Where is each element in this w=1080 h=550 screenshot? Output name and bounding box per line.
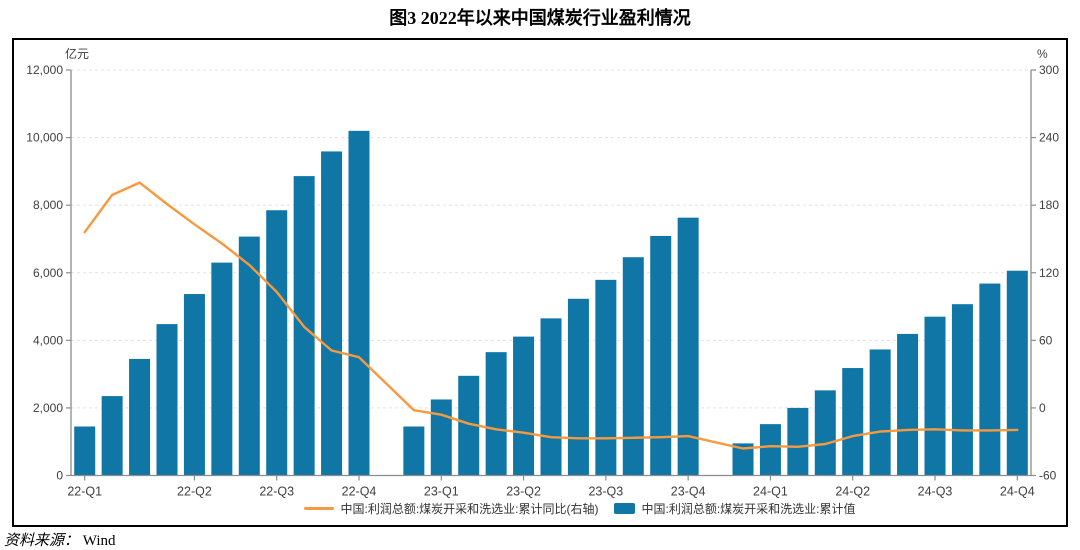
x-tick-label: 24-Q1: [753, 485, 788, 499]
bar-2023-05: [485, 352, 507, 476]
x-tick-label: 23-Q2: [506, 485, 541, 499]
source-prefix: 资料来源：: [4, 533, 80, 549]
left-tick-label: 0: [56, 469, 63, 483]
bar-2024-04: [787, 407, 809, 476]
x-tick-label: 22-Q2: [177, 485, 212, 499]
bar-2023-04: [458, 375, 480, 476]
x-tick-label: 24-Q2: [835, 485, 870, 499]
right-tick-label: 240: [1039, 131, 1059, 145]
bar-2022-07: [211, 262, 233, 476]
x-tick-label: 24-Q4: [1000, 485, 1035, 499]
chart-legend: 中国:利润总额:煤炭开采和洗选业:累计同比(右轴) 中国:利润总额:煤炭开采和洗…: [14, 500, 1066, 517]
profit-chart-plot: 12,000 10,000 8,000 6,000 4,000 2,000 0 300 240 1…: [26, 46, 1059, 499]
bar-2023-11: [650, 235, 672, 476]
legend-label-cumulative: 中国:利润总额:煤炭开采和洗选业:累计值: [641, 502, 856, 516]
bar-2022-09: [266, 210, 288, 476]
bar-2022-12: [348, 130, 370, 476]
bar-2024-07: [869, 349, 891, 476]
x-tick-label: 24-Q3: [918, 485, 953, 499]
right-tick-label: 120: [1039, 266, 1059, 280]
bar-2023-09: [595, 279, 617, 476]
legend-item-yoy-line: 中国:利润总额:煤炭开采和洗选业:累计同比(右轴): [304, 500, 598, 517]
source-name: Wind: [82, 533, 116, 549]
yoy-line: [83, 181, 1019, 450]
bar-2023-12: [677, 217, 699, 476]
bar-2022-11: [321, 151, 343, 476]
left-axis-unit: 亿元: [65, 46, 89, 61]
right-tick-label: 0: [1039, 401, 1046, 415]
x-tick-label: 23-Q4: [671, 485, 706, 499]
right-axis-unit: %: [1037, 47, 1048, 61]
line-series-swatch: [304, 507, 335, 510]
bar-series-swatch: [614, 503, 636, 514]
right-tick-label: 180: [1039, 198, 1059, 212]
x-tick-label: 23-Q3: [588, 485, 623, 499]
bar-2022-02: [74, 426, 96, 476]
bar-2023-08: [567, 298, 589, 476]
bar-2024-06: [842, 368, 864, 476]
legend-item-cumulative-bar: 中国:利润总额:煤炭开采和洗选业:累计值: [614, 500, 856, 517]
x-tick-label: 22-Q1: [67, 485, 102, 499]
left-tick-label: 4,000: [33, 333, 63, 347]
bar-2024-02: [732, 443, 754, 476]
legend-label-yoy: 中国:利润总额:煤炭开采和洗选业:累计同比(右轴): [340, 502, 599, 516]
right-tick-label: 60: [1039, 333, 1053, 347]
bar-2022-03: [101, 396, 123, 476]
right-tick-label: 300: [1039, 63, 1059, 77]
chart-title: 图3 2022年以来中国煤炭行业盈利情况: [389, 8, 691, 28]
chart-frame: 12,000 10,000 8,000 6,000 4,000 2,000 0 300 240 1…: [12, 38, 1068, 527]
bar-2024-03: [759, 424, 781, 476]
x-tick-label: 22-Q4: [342, 485, 377, 499]
left-tick-label: 6,000: [33, 266, 63, 280]
bar-2024-09: [924, 316, 946, 476]
right-tick-label: -60: [1039, 469, 1057, 483]
bar-2022-08: [238, 236, 260, 476]
bar-2024-05: [814, 390, 836, 476]
bar-2023-02: [403, 426, 425, 476]
left-tick-label: 12,000: [26, 63, 63, 77]
source-note: 资料来源： Wind: [4, 529, 116, 550]
bar-2024-11: [979, 283, 1001, 476]
bar-2023-06: [513, 336, 535, 476]
x-tick-label: 23-Q1: [424, 485, 459, 499]
bar-2023-07: [540, 318, 562, 476]
bar-2023-03: [430, 399, 452, 476]
bar-2022-04: [129, 358, 151, 476]
bar-2024-12: [1006, 270, 1028, 476]
bar-2022-06: [183, 294, 205, 476]
left-tick-label: 10,000: [26, 131, 63, 145]
left-tick-label: 8,000: [33, 198, 63, 212]
bar-2024-08: [897, 333, 919, 476]
left-tick-label: 2,000: [33, 401, 63, 415]
bar-2023-10: [622, 257, 644, 476]
bar-2024-10: [951, 304, 973, 476]
bar-2022-05: [156, 324, 178, 476]
x-tick-label: 22-Q3: [259, 485, 294, 499]
